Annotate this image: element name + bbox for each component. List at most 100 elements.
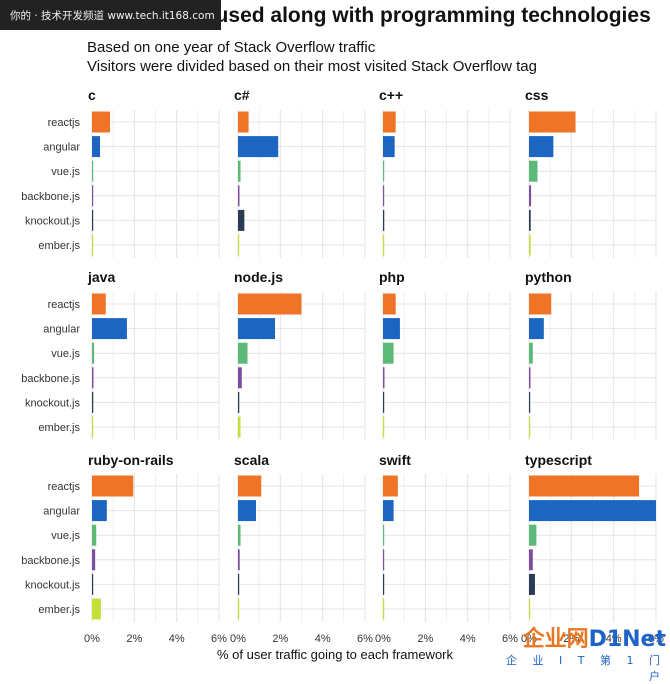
x-tick-label: 2%: [272, 633, 288, 645]
x-tick-label: 4%: [460, 633, 476, 645]
bar-c--emberjs: [238, 234, 240, 256]
bar-c-backbonejs: [92, 185, 94, 207]
x-tick-label: 6%: [357, 633, 373, 645]
x-tick-label: 2%: [563, 633, 579, 645]
facet-title: c++: [379, 87, 403, 103]
x-tick-label: 0%: [230, 633, 246, 645]
watermark-top-text: 你的 · 技术开发频道 www.tech.it168.com: [10, 9, 215, 22]
bar-scala-reactjs: [238, 475, 262, 497]
facet-title: php: [379, 269, 405, 285]
bar-css-knockoutjs: [529, 209, 531, 231]
bar-node-js-reactjs: [238, 293, 302, 315]
bar-swift-vuejs: [383, 524, 385, 546]
y-tick-label: knockout.js: [25, 215, 81, 227]
bar-ruby-on-rails-emberjs: [92, 598, 101, 620]
watermark-subtext: 企 业 I T 第 1 门 户: [506, 654, 666, 683]
bar-node-js-emberjs: [238, 416, 241, 438]
bar-scala-angular: [238, 500, 256, 522]
watermark-brand-accent: D1Net: [588, 627, 666, 652]
bar-c--vuejs: [238, 160, 241, 182]
bar-css-reactjs: [529, 111, 576, 133]
bar-c--backbonejs: [383, 185, 385, 207]
watermark-brand: 企业网D1Net: [506, 628, 666, 652]
x-tick-label: 2%: [417, 633, 433, 645]
facet-title: css: [525, 87, 549, 103]
facet-title: node.js: [234, 269, 283, 285]
bar-node-js-knockoutjs: [238, 391, 240, 413]
facet-title: java: [87, 269, 115, 285]
y-tick-label: backbone.js: [21, 555, 80, 567]
bar-java-backbonejs: [92, 367, 94, 389]
bar-php-emberjs: [383, 416, 385, 438]
bar-typescript-backbonejs: [529, 549, 533, 571]
bar-node-js-backbonejs: [238, 367, 242, 389]
x-tick-label: 6%: [502, 633, 518, 645]
bar-swift-backbonejs: [383, 549, 385, 571]
bar-python-reactjs: [529, 293, 552, 315]
bar-css-angular: [529, 136, 554, 158]
bar-java-knockoutjs: [92, 391, 94, 413]
x-tick-label: 4%: [606, 633, 622, 645]
x-tick-label: 4%: [315, 633, 331, 645]
bar-php-angular: [383, 318, 400, 340]
bar-scala-vuejs: [238, 524, 241, 546]
bar-ruby-on-rails-reactjs: [92, 475, 134, 497]
bar-java-emberjs: [92, 416, 94, 438]
bar-typescript-angular: [529, 500, 656, 522]
bar-c--backbonejs: [238, 185, 240, 207]
x-tick-label: 6%: [211, 633, 227, 645]
y-tick-label: reactjs: [48, 299, 81, 311]
bar-typescript-knockoutjs: [529, 573, 535, 595]
facet-title: c: [88, 87, 96, 103]
bar-node-js-angular: [238, 318, 276, 340]
y-tick-label: reactjs: [48, 481, 81, 493]
bar-scala-emberjs: [238, 598, 240, 620]
x-tick-label: 0%: [521, 633, 537, 645]
y-tick-label: reactjs: [48, 117, 81, 129]
bar-c-knockoutjs: [92, 209, 94, 231]
y-tick-label: ember.js: [38, 240, 80, 252]
x-tick-label: 4%: [169, 633, 185, 645]
chart-subtitle: Based on one year of Stack Overflow traf…: [87, 38, 537, 76]
x-axis-label: % of user traffic going to each framewor…: [216, 647, 454, 662]
bar-php-knockoutjs: [383, 391, 385, 413]
y-tick-label: vue.js: [51, 530, 80, 542]
bar-c-emberjs: [92, 234, 94, 256]
bar-c-reactjs: [92, 111, 110, 133]
bar-c--emberjs: [383, 234, 385, 256]
y-tick-label: angular: [43, 142, 80, 154]
bar-ruby-on-rails-backbonejs: [92, 549, 96, 571]
bar-scala-backbonejs: [238, 549, 240, 571]
bar-c--angular: [238, 136, 279, 158]
facet-title: typescript: [525, 452, 592, 468]
bar-java-reactjs: [92, 293, 106, 315]
bar-swift-reactjs: [383, 475, 398, 497]
bar-ruby-on-rails-angular: [92, 500, 107, 522]
bar-c--angular: [383, 136, 395, 158]
bar-java-vuejs: [92, 342, 95, 364]
bar-java-angular: [92, 318, 127, 340]
y-tick-label: knockout.js: [25, 397, 81, 409]
bar-ruby-on-rails-vuejs: [92, 524, 97, 546]
bar-php-reactjs: [383, 293, 396, 315]
bar-python-angular: [529, 318, 544, 340]
facet-title: python: [525, 269, 572, 285]
y-tick-label: angular: [43, 324, 80, 336]
bar-c--knockoutjs: [238, 209, 245, 231]
bar-scala-knockoutjs: [238, 573, 240, 595]
y-tick-label: vue.js: [51, 166, 80, 178]
bar-node-js-vuejs: [238, 342, 248, 364]
subtitle-line-2: Visitors were divided based on their mos…: [87, 58, 537, 75]
y-tick-label: ember.js: [38, 422, 80, 434]
subtitle-line-1: Based on one year of Stack Overflow traf…: [87, 39, 376, 56]
facet-title: ruby-on-rails: [88, 452, 174, 468]
bar-python-vuejs: [529, 342, 533, 364]
facet-title: scala: [234, 452, 269, 468]
bar-python-backbonejs: [529, 367, 531, 389]
bar-css-emberjs: [529, 234, 531, 256]
bar-css-vuejs: [529, 160, 538, 182]
bar-typescript-reactjs: [529, 475, 640, 497]
watermark-banner: 你的 · 技术开发频道 www.tech.it168.com: [0, 0, 221, 30]
facet-title: swift: [379, 452, 411, 468]
bar-swift-angular: [383, 500, 394, 522]
